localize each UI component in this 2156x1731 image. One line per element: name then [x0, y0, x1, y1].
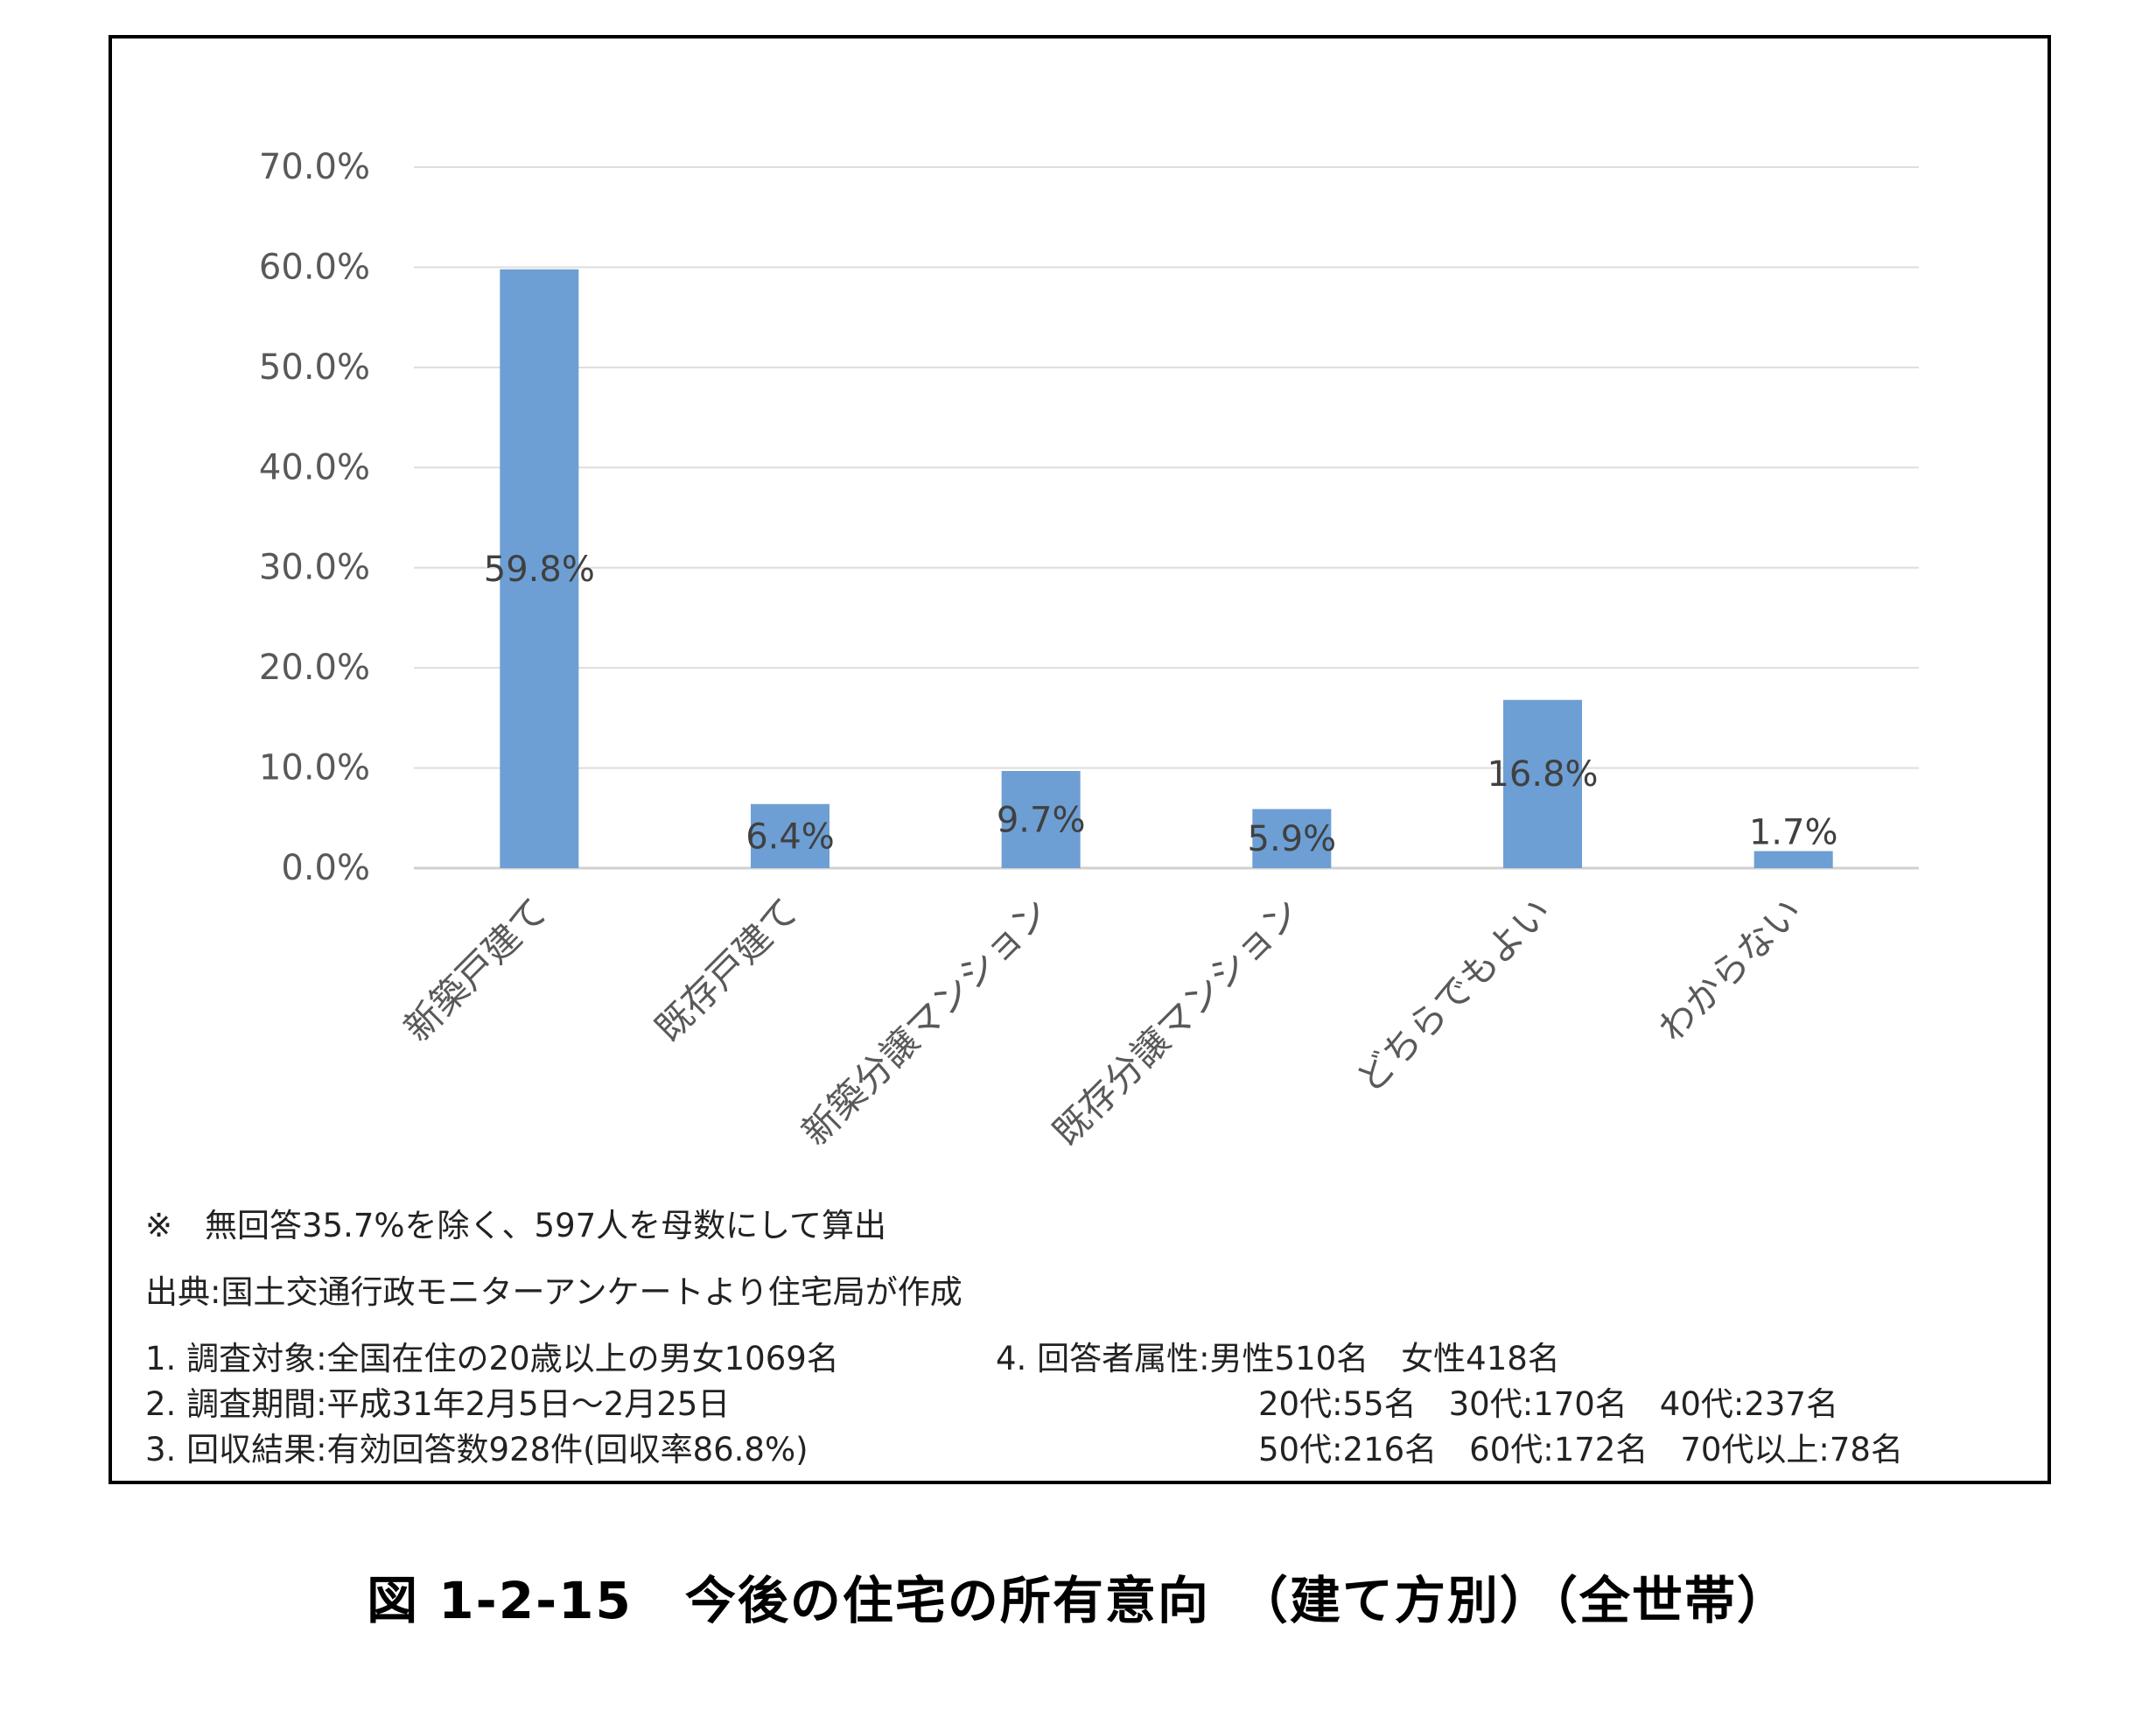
y-tick-label: 70.0% [259, 147, 370, 187]
bar [1754, 851, 1833, 868]
x-category-label: 既存分譲マンション [1044, 889, 1308, 1153]
y-tick-label: 10.0% [259, 748, 370, 788]
note-item4-line2: 20代:55名 30代:170名 40代:237名 [1258, 1385, 1838, 1423]
bar [1252, 809, 1332, 868]
y-tick-label: 60.0% [259, 247, 370, 287]
note-item4-line3: 50代:216名 60代:172名 70代以上:78名 [1258, 1431, 1903, 1468]
bar-chart: 0.0%10.0%20.0%30.0%40.0%50.0%60.0%70.0% … [259, 147, 1919, 1153]
x-category-label: 既存戸建て [647, 889, 807, 1049]
note-exclusion: ※ 無回答35.7%を除く、597人を母数にして算出 [145, 1207, 887, 1244]
data-label: 5.9% [1248, 819, 1337, 859]
x-category-label: 新築戸建て [396, 889, 556, 1049]
data-label: 16.8% [1487, 754, 1598, 795]
note-source: 出典:国土交通行政モニターアンケートより住宅局が作成 [145, 1273, 962, 1311]
bar [500, 269, 579, 868]
data-label: 6.4% [746, 816, 835, 857]
note-item1: 1. 調査対象:全国在住の20歳以上の男女1069名 [145, 1340, 839, 1377]
figure-caption: 図 1-2-15 今後の住宅の所有意向 （建て方別）（全世帯） [367, 1571, 1789, 1630]
bar [1503, 699, 1582, 868]
y-tick-label: 30.0% [259, 548, 370, 588]
x-category-label: 新築分譲マンション [794, 889, 1058, 1153]
note-item2: 2. 調査期間:平成31年2月5日〜2月25日 [145, 1385, 731, 1423]
figure-frame: 0.0% 10.0% 20.0% 30.0% 40.0% 50.0% 60.0% 70.0% … [108, 35, 2051, 1484]
y-tick-label: 20.0% [259, 648, 370, 688]
y-tick-label: 40.0% [259, 447, 370, 487]
data-label: 1.7% [1749, 813, 1838, 853]
note-item4: 4. 回答者属性:男性510名 女性418名 [996, 1340, 1560, 1377]
bar [1001, 771, 1081, 868]
y-tick-label: 50.0% [259, 347, 370, 388]
data-label: 59.8% [484, 550, 595, 590]
data-label: 9.7% [997, 801, 1086, 841]
y-tick-label: 0.0% [281, 848, 370, 888]
bar [751, 803, 830, 868]
x-category-label: どちらでもよい [1348, 889, 1559, 1101]
note-item3: 3. 回収結果:有効回答数928件(回収率86.8%) [145, 1431, 808, 1468]
x-category-label: わからない [1650, 889, 1810, 1049]
